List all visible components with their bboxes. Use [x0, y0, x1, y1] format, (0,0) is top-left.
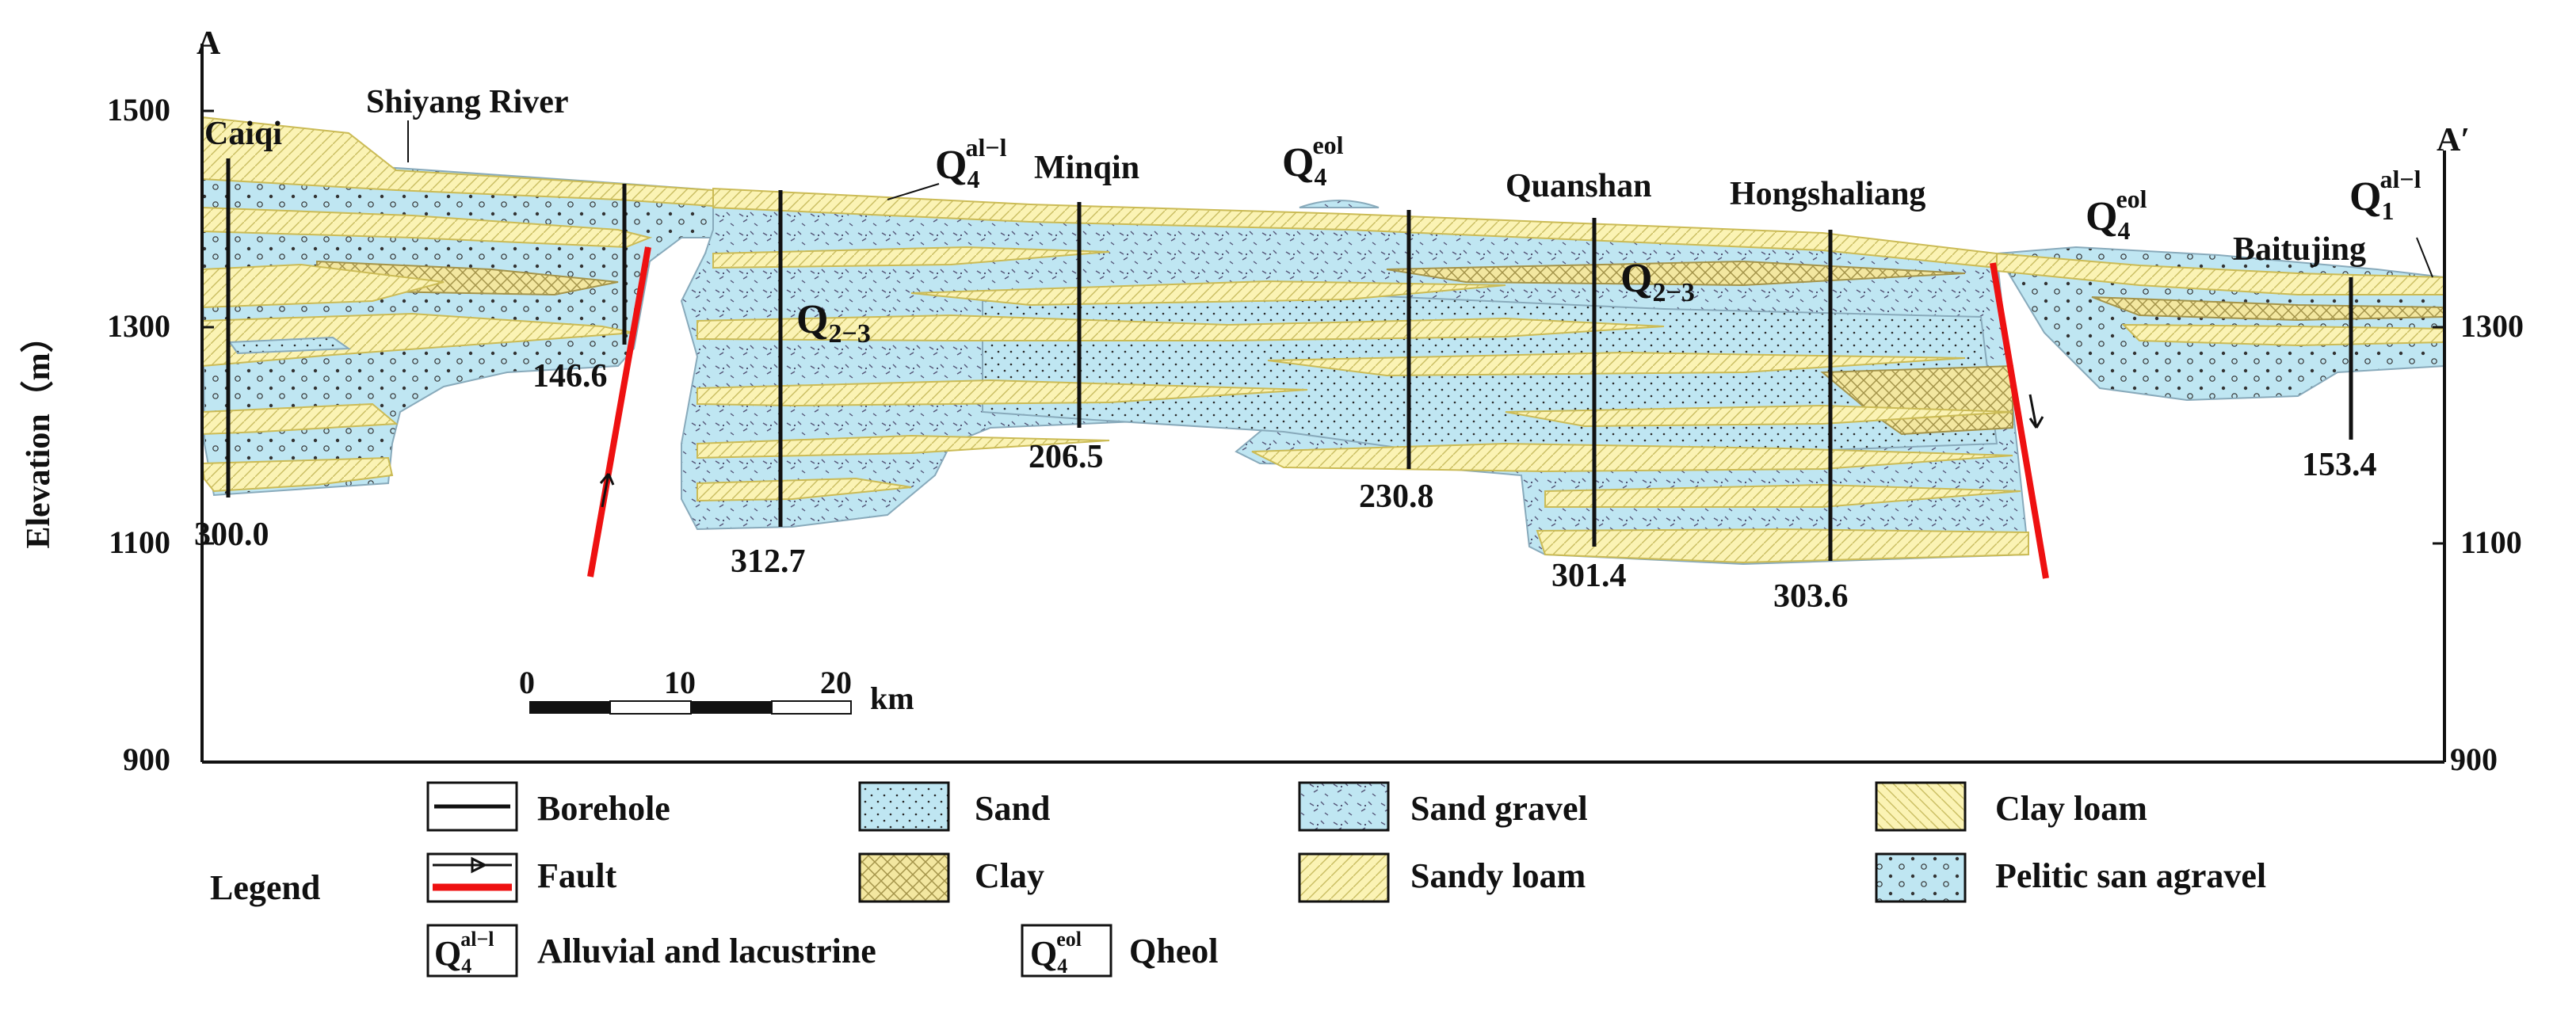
legend-sand-label: Sand [975, 789, 1050, 828]
unit-q4al-minqin: Q4al−l [935, 133, 1007, 193]
borehole-depth-hongshaliang: 303.6 [1773, 578, 1849, 615]
eastern-loam-2 [2121, 323, 2445, 347]
left-tick-label-1300: 1300 [107, 308, 170, 344]
central-clay-2 [1820, 364, 2013, 436]
right-tick-label-1100: 1100 [2460, 524, 2522, 560]
central-clay-1 [1386, 260, 1966, 287]
q1al-leader-line [2416, 237, 2433, 278]
legend-borehole-label: Borehole [537, 789, 670, 828]
eolian-mound-central [1299, 200, 1380, 208]
legend-sand-gravel-swatch [1298, 781, 1390, 832]
scale-unit: km [870, 680, 914, 716]
fault-east [1990, 262, 2049, 579]
central-loam-3 [696, 314, 1665, 341]
q4al-leader-line [887, 183, 940, 200]
place-quanshan: Quanshan [1506, 168, 1651, 204]
legend-title: Legend [210, 868, 320, 907]
geology-layers [200, 116, 2445, 566]
legend-clay-loam-label: Clay loam [1995, 789, 2147, 828]
scale-seg-2 [609, 700, 692, 715]
unit-q23-west: Q2−3 [796, 297, 871, 349]
legend-clay-swatch [858, 852, 950, 903]
place-minqin: Minqin [1034, 150, 1139, 186]
central-loam-2 [910, 280, 1506, 307]
central-loam-11 [696, 477, 912, 502]
section-end-label: A′ [2437, 122, 2470, 158]
borehole-depth-west-minqin: 312.7 [731, 543, 806, 580]
central-loam-10 [1536, 528, 2029, 564]
borehole-depth-baitujing: 153.4 [2302, 447, 2377, 483]
fault-east-arrow-icon [2028, 394, 2044, 429]
right-tick-label-900: 900 [2450, 741, 2498, 777]
western-loam-2 [201, 206, 653, 249]
unit-q1al-east: Q1al−l [2349, 165, 2421, 225]
unit-labels: Q4al−l Q4eol Q2−3 Q2−3 Q4eol Q1al−l [796, 131, 2433, 349]
unit-q4eol-central: Q4eol [1282, 131, 1344, 191]
right-tick-label-1300: 1300 [2460, 308, 2524, 344]
unit-q23-east: Q2−3 [1620, 256, 1695, 307]
borehole-depth-quanshan: 301.4 [1551, 558, 1627, 594]
left-tick-label-900: 900 [123, 741, 170, 777]
scale-seg-4 [771, 700, 852, 715]
scale-seg-3 [691, 701, 772, 714]
axes: 1500 1300 1100 900 1300 1100 900 Elevati… [20, 25, 2524, 777]
legend-sand-swatch [858, 781, 950, 832]
legend-sand-gravel-label: Sand gravel [1410, 789, 1588, 828]
place-shiyang-river: Shiyang River [366, 84, 569, 120]
unit-q4eol-east: Q4eol [2086, 185, 2147, 245]
legend-alluvial-label: Alluvial and lacustrine [537, 932, 876, 970]
central-loam-5 [696, 379, 1308, 407]
legend-pelitic-label: Pelitic san agravel [1995, 856, 2266, 895]
legend-clay-label: Clay [975, 856, 1044, 895]
left-tick-label-1500: 1500 [107, 92, 170, 128]
legend-sandy-loam-swatch [1298, 852, 1390, 903]
boreholes: 300.0 146.6 312.7 206.5 230.8 301.4 303.… [194, 158, 2377, 615]
legend-alluvial-symbol: Q4al−l [434, 928, 494, 978]
section-start-label: A [197, 25, 221, 62]
legend-fault-label: Fault [537, 856, 617, 895]
legend-fault-arrow-icon [433, 856, 512, 874]
elevation-axis-title: Elevation（m） [20, 319, 57, 548]
scale-bar: 0 10 20 km [519, 665, 914, 716]
place-hongshaliang: Hongshaliang [1730, 176, 1925, 212]
scale-seg-1 [529, 701, 610, 714]
left-tick-label-1100: 1100 [109, 524, 170, 560]
borehole-depth-shiyang: 146.6 [532, 358, 608, 395]
fault-west [587, 246, 651, 578]
central-loam-8 [1251, 442, 2013, 473]
legend-pelitic-swatch [1875, 852, 1967, 903]
place-labels: Caiqi Shiyang River Minqin Quanshan Hong… [204, 84, 2366, 268]
borehole-depth-caiqi: 300.0 [194, 517, 269, 553]
legend-alluvial-swatch [426, 924, 518, 978]
western-sand-lens [228, 336, 351, 355]
place-baitujing: Baitujing [2233, 231, 2366, 268]
place-caiqi: Caiqi [204, 116, 282, 152]
central-loam-9 [1544, 483, 2021, 508]
scale-label-20: 20 [820, 665, 852, 700]
scale-label-10: 10 [664, 665, 696, 700]
fault-west-arrow-icon [599, 473, 615, 508]
legend-qheol-swatch [1021, 924, 1112, 978]
central-loam-7 [696, 434, 1110, 459]
borehole-depth-central: 230.8 [1359, 478, 1434, 515]
western-loam-4 [201, 312, 635, 368]
western-loam-6 [200, 456, 394, 493]
legend-clay-loam-swatch [1875, 781, 1967, 832]
legend-qheol-symbol: Q4eol [1030, 928, 1082, 978]
central-loam-4 [1267, 351, 1966, 377]
legend-sandy-loam-label: Sandy loam [1410, 856, 1586, 895]
scale-label-0: 0 [519, 665, 535, 700]
central-loam-1 [712, 246, 1110, 269]
faults [587, 246, 2049, 579]
legend: Legend Borehole Fault Sand Clay Sand gra… [210, 781, 2266, 978]
central-loam-6 [1505, 404, 2013, 428]
legend-qheol-label: Qheol [1129, 932, 1218, 970]
borehole-depth-minqin: 206.5 [1028, 439, 1104, 475]
